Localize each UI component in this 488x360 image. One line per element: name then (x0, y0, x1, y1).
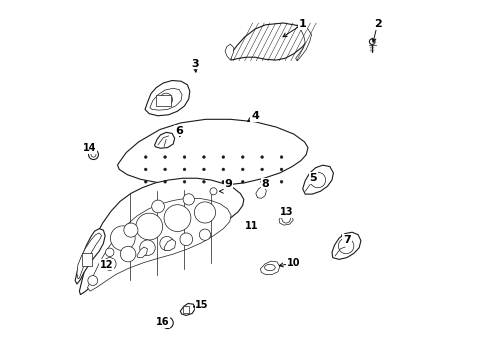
Bar (155, 95, 171, 106)
Circle shape (368, 39, 374, 45)
Circle shape (338, 238, 353, 254)
Circle shape (222, 156, 224, 158)
Circle shape (164, 205, 190, 231)
Text: 13: 13 (280, 207, 293, 217)
Circle shape (202, 180, 205, 183)
Polygon shape (79, 178, 244, 294)
Circle shape (144, 156, 147, 158)
Text: 2: 2 (373, 19, 381, 29)
Circle shape (309, 172, 325, 188)
Polygon shape (230, 23, 307, 60)
Circle shape (123, 223, 138, 237)
Circle shape (280, 168, 283, 171)
Circle shape (222, 180, 224, 183)
Circle shape (88, 276, 98, 285)
Polygon shape (154, 132, 174, 148)
Text: 8: 8 (261, 179, 269, 189)
Circle shape (202, 156, 205, 158)
Circle shape (241, 168, 244, 171)
Polygon shape (224, 44, 233, 60)
Bar (81, 253, 92, 266)
Polygon shape (150, 88, 182, 110)
Circle shape (180, 233, 192, 246)
Circle shape (194, 202, 215, 223)
Polygon shape (279, 213, 293, 225)
Circle shape (202, 168, 205, 171)
Polygon shape (331, 232, 360, 259)
Circle shape (162, 317, 173, 329)
Circle shape (222, 168, 224, 171)
Circle shape (280, 180, 283, 183)
Circle shape (281, 215, 290, 223)
Ellipse shape (264, 264, 275, 271)
Circle shape (209, 188, 217, 195)
Circle shape (91, 152, 96, 157)
Text: 14: 14 (82, 143, 96, 153)
Circle shape (260, 168, 263, 171)
Text: 5: 5 (309, 173, 316, 183)
Polygon shape (260, 261, 279, 275)
Circle shape (183, 168, 185, 171)
Text: 4: 4 (251, 112, 259, 121)
Circle shape (103, 258, 116, 270)
Circle shape (183, 194, 194, 205)
Polygon shape (302, 165, 333, 194)
Circle shape (105, 248, 114, 257)
Polygon shape (117, 119, 307, 186)
Text: 9: 9 (224, 179, 232, 189)
Polygon shape (77, 233, 102, 279)
Circle shape (144, 180, 147, 183)
Circle shape (260, 156, 263, 158)
Text: 15: 15 (195, 300, 208, 310)
Circle shape (163, 168, 166, 171)
Circle shape (144, 168, 147, 171)
Text: 11: 11 (244, 221, 258, 231)
Circle shape (151, 200, 164, 213)
Polygon shape (137, 247, 147, 258)
Text: 10: 10 (286, 258, 300, 268)
Circle shape (183, 156, 185, 158)
Text: 16: 16 (156, 317, 169, 327)
Circle shape (260, 180, 263, 183)
Circle shape (140, 240, 155, 256)
Polygon shape (180, 303, 195, 315)
Polygon shape (145, 81, 189, 116)
Text: 7: 7 (342, 235, 350, 245)
Text: 6: 6 (175, 126, 183, 136)
Circle shape (241, 156, 244, 158)
Circle shape (280, 156, 283, 158)
Circle shape (183, 180, 185, 183)
Circle shape (160, 93, 172, 106)
Polygon shape (75, 229, 105, 284)
Polygon shape (164, 239, 175, 251)
Circle shape (110, 226, 135, 251)
Polygon shape (87, 198, 231, 291)
Circle shape (160, 237, 174, 251)
Circle shape (199, 229, 210, 240)
Circle shape (241, 180, 244, 183)
Bar (183, 306, 189, 313)
Polygon shape (295, 26, 311, 61)
Circle shape (163, 180, 166, 183)
Circle shape (120, 246, 136, 262)
Text: 12: 12 (99, 260, 113, 270)
Polygon shape (255, 187, 266, 198)
Circle shape (136, 213, 163, 240)
Circle shape (88, 150, 98, 159)
Text: 3: 3 (191, 59, 199, 68)
Circle shape (163, 156, 166, 158)
Text: 1: 1 (298, 19, 306, 29)
